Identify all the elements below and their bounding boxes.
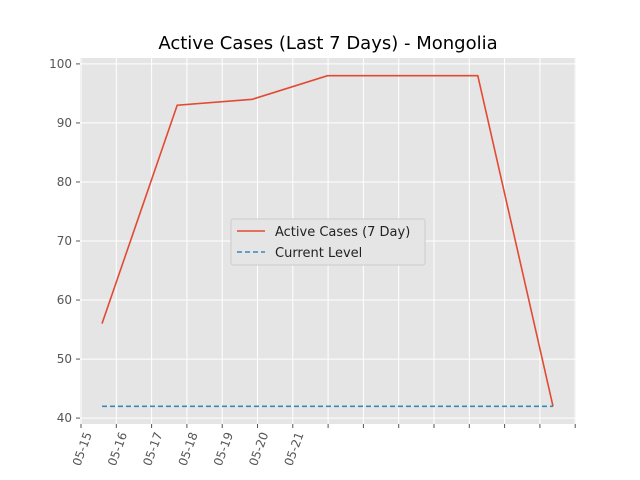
x-tick-label: 05-19 xyxy=(211,430,236,468)
y-tick-label: 50 xyxy=(57,352,72,366)
y-tick-label: 100 xyxy=(49,57,72,71)
x-tick-label: 05-16 xyxy=(105,430,130,468)
legend-box xyxy=(230,218,426,266)
x-tick-label: 05-20 xyxy=(246,430,271,468)
y-tick-label: 40 xyxy=(57,411,72,425)
x-tick-label: 05-21 xyxy=(282,430,307,468)
legend: Active Cases (7 Day) Current Level xyxy=(230,218,426,266)
series-group xyxy=(101,74,554,408)
chart-title: Active Cases (Last 7 Days) - Mongolia xyxy=(158,33,497,54)
series-line-active-cases xyxy=(101,74,554,407)
y-tick-label: 90 xyxy=(57,116,72,130)
y-tick-label: 80 xyxy=(57,175,72,189)
y-tick-label: 60 xyxy=(57,293,72,307)
x-tick-label: 05-18 xyxy=(176,430,201,468)
x-tick-label: 05-15 xyxy=(70,430,95,468)
y-tick-label: 70 xyxy=(57,234,72,248)
x-tick-label: 05-17 xyxy=(140,430,165,468)
legend-label-active-cases: Active Cases (7 Day) xyxy=(275,225,410,240)
legend-label-current-level: Current Level xyxy=(275,246,362,261)
